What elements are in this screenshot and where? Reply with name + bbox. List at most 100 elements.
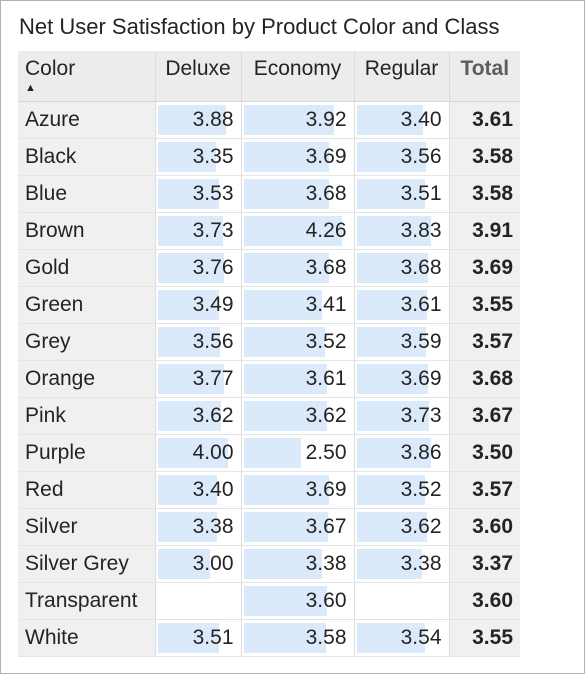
- row-label[interactable]: Grey: [18, 323, 156, 361]
- row-label[interactable]: Blue: [18, 175, 156, 213]
- table-row[interactable]: Black 3.35 3.69 3.56 3.58: [18, 138, 520, 176]
- cell-economy[interactable]: 3.68: [241, 249, 355, 287]
- row-label[interactable]: Transparent: [18, 582, 156, 620]
- data-bar: [157, 326, 220, 357]
- row-total[interactable]: 3.57: [449, 471, 520, 509]
- row-total[interactable]: 3.68: [449, 360, 520, 398]
- cell-value: 3.69: [400, 366, 442, 390]
- row-label[interactable]: Pink: [18, 397, 156, 435]
- cell-deluxe[interactable]: 3.76: [154, 249, 242, 287]
- cell-regular[interactable]: 3.62: [354, 508, 450, 546]
- cell-deluxe[interactable]: 3.51: [154, 619, 242, 657]
- table-row[interactable]: Gold 3.76 3.68 3.68 3.69: [18, 249, 520, 287]
- cell-deluxe[interactable]: 3.77: [154, 360, 242, 398]
- cell-deluxe[interactable]: 3.38: [154, 508, 242, 546]
- row-label[interactable]: Purple: [18, 434, 156, 472]
- data-bar: [157, 474, 218, 505]
- cell-regular[interactable]: 3.56: [354, 138, 450, 176]
- row-total[interactable]: 3.91: [449, 212, 520, 250]
- row-label[interactable]: Green: [18, 286, 156, 324]
- row-label[interactable]: Orange: [18, 360, 156, 398]
- cell-economy[interactable]: 4.26: [241, 212, 355, 250]
- column-header-regular[interactable]: Regular: [354, 51, 450, 102]
- row-label[interactable]: Silver Grey: [18, 545, 156, 583]
- cell-economy[interactable]: 3.41: [241, 286, 355, 324]
- cell-economy[interactable]: 3.92: [241, 101, 355, 139]
- row-total[interactable]: 3.58: [449, 138, 520, 176]
- table-row[interactable]: Brown 3.73 4.26 3.83 3.91: [18, 212, 520, 250]
- table-row[interactable]: Azure 3.88 3.92 3.40 3.61: [18, 101, 520, 139]
- column-header-economy[interactable]: Economy: [241, 51, 355, 102]
- cell-deluxe[interactable]: 3.73: [154, 212, 242, 250]
- cell-regular[interactable]: 3.59: [354, 323, 450, 361]
- cell-regular[interactable]: 3.61: [354, 286, 450, 324]
- row-total[interactable]: 3.60: [449, 508, 520, 546]
- table-row[interactable]: Silver Grey 3.00 3.38 3.38 3.37: [18, 545, 520, 583]
- table-row[interactable]: Red 3.40 3.69 3.52 3.57: [18, 471, 520, 509]
- cell-regular[interactable]: 3.68: [354, 249, 450, 287]
- cell-deluxe[interactable]: 3.00: [154, 545, 242, 583]
- cell-deluxe[interactable]: 3.53: [154, 175, 242, 213]
- row-total[interactable]: 3.55: [449, 619, 520, 657]
- row-total[interactable]: 3.60: [449, 582, 520, 620]
- row-total[interactable]: 3.50: [449, 434, 520, 472]
- cell-economy[interactable]: 2.50: [241, 434, 355, 472]
- cell-deluxe[interactable]: 4.00: [154, 434, 242, 472]
- row-label[interactable]: Brown: [18, 212, 156, 250]
- column-header-deluxe[interactable]: Deluxe: [155, 51, 242, 102]
- table-row[interactable]: Orange 3.77 3.61 3.69 3.68: [18, 360, 520, 398]
- cell-economy[interactable]: 3.67: [241, 508, 355, 546]
- table-row[interactable]: Silver 3.38 3.67 3.62 3.60: [18, 508, 520, 546]
- cell-economy[interactable]: 3.69: [241, 138, 355, 176]
- cell-economy[interactable]: 3.38: [241, 545, 355, 583]
- row-total[interactable]: 3.69: [449, 249, 520, 287]
- table-row[interactable]: White 3.51 3.58 3.54 3.55: [18, 619, 520, 657]
- table-row[interactable]: Purple 4.00 2.50 3.86 3.50: [18, 434, 520, 472]
- cell-economy[interactable]: 3.69: [241, 471, 355, 509]
- cell-regular[interactable]: 3.83: [354, 212, 450, 250]
- cell-economy[interactable]: 3.60: [241, 582, 355, 620]
- cell-regular[interactable]: 3.69: [354, 360, 450, 398]
- row-label[interactable]: Red: [18, 471, 156, 509]
- table-row[interactable]: Pink 3.62 3.62 3.73 3.67: [18, 397, 520, 435]
- cell-regular[interactable]: 3.51: [354, 175, 450, 213]
- cell-economy[interactable]: 3.68: [241, 175, 355, 213]
- row-total[interactable]: 3.55: [449, 286, 520, 324]
- cell-economy[interactable]: 3.62: [241, 397, 355, 435]
- column-header-total[interactable]: Total: [449, 51, 520, 102]
- cell-regular[interactable]: 3.86: [354, 434, 450, 472]
- row-label[interactable]: Gold: [18, 249, 156, 287]
- cell-economy[interactable]: 3.52: [241, 323, 355, 361]
- cell-value: 3.67: [305, 514, 347, 538]
- row-label[interactable]: Black: [18, 138, 156, 176]
- sort-ascending-icon[interactable]: ▲: [25, 82, 36, 94]
- table-row[interactable]: Blue 3.53 3.68 3.51 3.58: [18, 175, 520, 213]
- row-total[interactable]: 3.37: [449, 545, 520, 583]
- row-label[interactable]: White: [18, 619, 156, 657]
- row-total[interactable]: 3.57: [449, 323, 520, 361]
- cell-deluxe[interactable]: 3.62: [154, 397, 242, 435]
- cell-deluxe[interactable]: 3.56: [154, 323, 242, 361]
- cell-regular[interactable]: [354, 582, 450, 620]
- cell-economy[interactable]: 3.58: [241, 619, 355, 657]
- cell-regular[interactable]: 3.40: [354, 101, 450, 139]
- row-label[interactable]: Azure: [18, 101, 156, 139]
- cell-deluxe[interactable]: 3.35: [154, 138, 242, 176]
- cell-regular[interactable]: 3.38: [354, 545, 450, 583]
- cell-regular[interactable]: 3.54: [354, 619, 450, 657]
- cell-regular[interactable]: 3.73: [354, 397, 450, 435]
- cell-economy[interactable]: 3.61: [241, 360, 355, 398]
- cell-regular[interactable]: 3.52: [354, 471, 450, 509]
- row-total[interactable]: 3.67: [449, 397, 520, 435]
- cell-deluxe[interactable]: 3.88: [154, 101, 242, 139]
- column-header-color[interactable]: Color ▲: [18, 51, 156, 102]
- row-total[interactable]: 3.61: [449, 101, 520, 139]
- table-row[interactable]: Transparent 3.60 3.60: [18, 582, 520, 620]
- cell-deluxe[interactable]: [154, 582, 242, 620]
- table-row[interactable]: Grey 3.56 3.52 3.59 3.57: [18, 323, 520, 361]
- row-total[interactable]: 3.58: [449, 175, 520, 213]
- row-label[interactable]: Silver: [18, 508, 156, 546]
- cell-deluxe[interactable]: 3.40: [154, 471, 242, 509]
- cell-deluxe[interactable]: 3.49: [154, 286, 242, 324]
- table-row[interactable]: Green 3.49 3.41 3.61 3.55: [18, 286, 520, 324]
